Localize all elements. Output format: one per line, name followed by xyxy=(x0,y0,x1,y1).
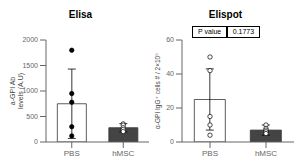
svg-text:hMSC: hMSC xyxy=(255,149,277,158)
html-text:Elisa: Elisa xyxy=(68,9,93,20)
svg-text:PBS: PBS xyxy=(202,149,218,158)
svg-text:α-GPI IgG⁺ cells # / 2×10⁵: α-GPI IgG⁺ cells # / 2×10⁵ xyxy=(154,53,162,129)
svg-text:60: 60 xyxy=(166,36,174,43)
svg-text:0: 0 xyxy=(170,138,174,145)
svg-text:40: 40 xyxy=(166,70,174,77)
svg-text:2000: 2000 xyxy=(22,36,38,43)
html-text:0.1773: 0.1773 xyxy=(232,28,255,35)
html-text:Elispot: Elispot xyxy=(208,9,243,20)
svg-text:20: 20 xyxy=(166,104,174,111)
svg-text:0: 0 xyxy=(34,138,38,145)
svg-text:1000: 1000 xyxy=(22,87,38,94)
svg-text:hMSC: hMSC xyxy=(112,149,134,158)
html-text:levels (A.U): levels (A.U) xyxy=(17,72,25,110)
svg-text:500: 500 xyxy=(26,113,38,120)
html-text:P value: P value xyxy=(198,28,222,35)
svg-text:1500: 1500 xyxy=(22,62,38,69)
html-text:a-GPI Ab: a-GPI Ab xyxy=(9,76,16,106)
svg-text:PBS: PBS xyxy=(64,149,80,158)
